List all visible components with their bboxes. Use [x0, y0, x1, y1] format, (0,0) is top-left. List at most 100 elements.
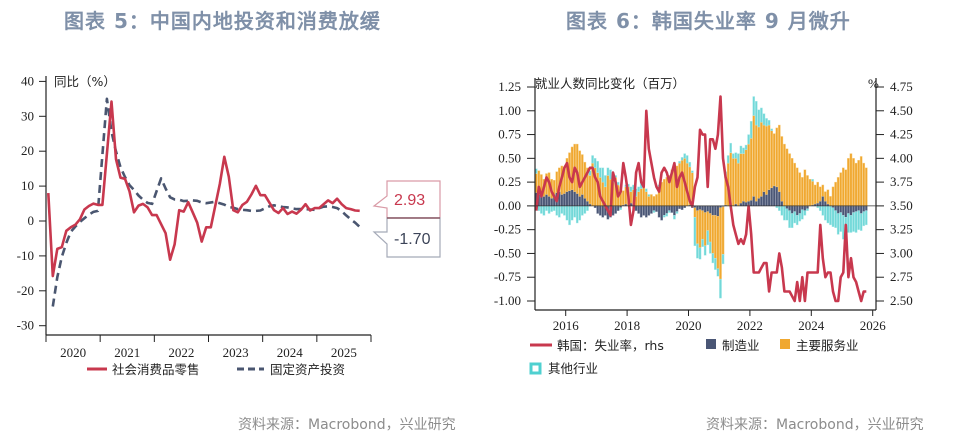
other-industries-bar [542, 205, 546, 216]
manufacturing-bar [560, 194, 564, 207]
other-industries-bar [680, 157, 684, 161]
other-industries-bar [558, 205, 561, 218]
left-legend: 社会消费品零售 固定资产投资 [87, 362, 345, 377]
right-source-note: 资料来源：Macrobond，兴业研究 [706, 417, 924, 433]
other-industries-bar [606, 167, 610, 176]
manufacturing-bar [711, 205, 715, 216]
other-industries-bar [586, 205, 589, 211]
other-industries-bar [604, 175, 607, 188]
services-bar [795, 167, 799, 207]
left-y-tick-label: 0 [28, 213, 35, 228]
right-y2-tick-label: 2.75 [890, 269, 913, 284]
services-bar [841, 167, 845, 207]
services-bar [639, 188, 643, 207]
right-y2-tick-label: 4.75 [890, 79, 913, 94]
other-industries-bar [701, 238, 704, 247]
manufacturing-bar [596, 205, 599, 214]
legend-fai-label: 固定资产投资 [270, 362, 345, 377]
manufacturing-bar [647, 205, 651, 216]
other-industries-bar [696, 243, 699, 259]
right-legend: 韩国：失业率，rhs 制造业 主要服务业 其他行业 [529, 338, 859, 376]
other-industries-bar [552, 205, 556, 211]
services-bar [831, 186, 835, 207]
services-bar [708, 213, 712, 243]
left-x-tick-label: 2025 [331, 345, 357, 360]
other-industries-bar [719, 278, 722, 299]
manufacturing-bar [678, 205, 681, 209]
services-bar [798, 172, 802, 207]
other-industries-bar [726, 155, 730, 164]
other-industries-bar [563, 205, 566, 216]
services-bar [680, 160, 684, 207]
manufacturing-bar [637, 205, 640, 214]
right-y2-axis-label: % [868, 76, 879, 91]
manufacturing-bar [670, 205, 674, 213]
services-bar [655, 194, 658, 207]
manufacturing-bar [673, 205, 676, 216]
manufacturing-bar [545, 194, 548, 207]
other-industries-bar [716, 268, 720, 277]
manufacturing-bar [739, 202, 743, 207]
other-industries-bar [662, 215, 666, 218]
right-y-tick-label: 0.50 [498, 150, 521, 165]
other-industries-bar [742, 147, 745, 154]
manufacturing-bar [614, 205, 617, 214]
services-bar [747, 143, 750, 202]
services-bar [811, 180, 814, 206]
services-bar [714, 215, 717, 259]
manufacturing-bar [762, 191, 766, 207]
other-industries-bar [859, 213, 863, 231]
services-bar [586, 167, 589, 202]
manufacturing-bar [765, 194, 768, 207]
other-industries-bar [698, 247, 702, 260]
services-bar [693, 207, 697, 218]
services-bar [734, 158, 738, 205]
manufacturing-bar [806, 205, 809, 209]
legend-other-swatch [529, 362, 542, 375]
legend-manufacturing-swatch [706, 339, 716, 349]
other-industries-bar [691, 170, 694, 173]
other-industries-bar [747, 134, 750, 145]
left-chart-title: 图表 5：中国内地投资和消费放缓 [64, 9, 381, 33]
services-bar [652, 196, 656, 207]
manufacturing-bar [601, 205, 605, 218]
other-industries-bar [565, 205, 569, 221]
manufacturing-bar [767, 189, 771, 207]
manufacturing-bar [675, 205, 679, 212]
services-bar [581, 154, 584, 195]
right-y2-tick-label: 3.75 [890, 174, 913, 189]
manufacturing-bar [836, 205, 840, 214]
left-y-tick-label: -30 [17, 318, 34, 333]
other-industries-bar [568, 205, 571, 226]
manufacturing-bar [854, 205, 858, 212]
left-y-axis-label: 同比（%） [54, 74, 116, 89]
manufacturing-bar [818, 200, 822, 207]
services-bar [737, 162, 740, 207]
other-industries-bar [749, 121, 753, 139]
services-bar [621, 190, 625, 206]
manufacturing-bar [550, 198, 553, 207]
manufacturing-bar [563, 193, 566, 207]
other-industries-bar [711, 253, 715, 264]
other-industries-bar [629, 186, 633, 192]
manufacturing-bar [701, 205, 704, 211]
services-bar [650, 194, 653, 207]
services-bar [826, 189, 830, 205]
services-bar [862, 162, 866, 207]
manufacturing-bar [706, 205, 709, 212]
other-industries-bar [757, 109, 761, 128]
other-industries-bar [790, 213, 794, 228]
services-bar [647, 196, 651, 207]
manufacturing-bar [598, 205, 602, 216]
other-industries-bar [826, 205, 830, 224]
left-y-tick-label: 30 [21, 108, 34, 123]
right-y-tick-label: 1.25 [498, 79, 521, 94]
manufacturing-bar [752, 196, 756, 207]
right-y2-tick-label: 3.25 [890, 222, 913, 237]
other-industries-bar [637, 186, 640, 192]
other-industries-bar [788, 210, 791, 228]
manufacturing-bar [862, 205, 866, 212]
right-y-tick-label: -0.75 [494, 269, 521, 284]
right-y2-tick-label: 2.50 [890, 293, 913, 308]
manufacturing-bar [547, 196, 551, 207]
